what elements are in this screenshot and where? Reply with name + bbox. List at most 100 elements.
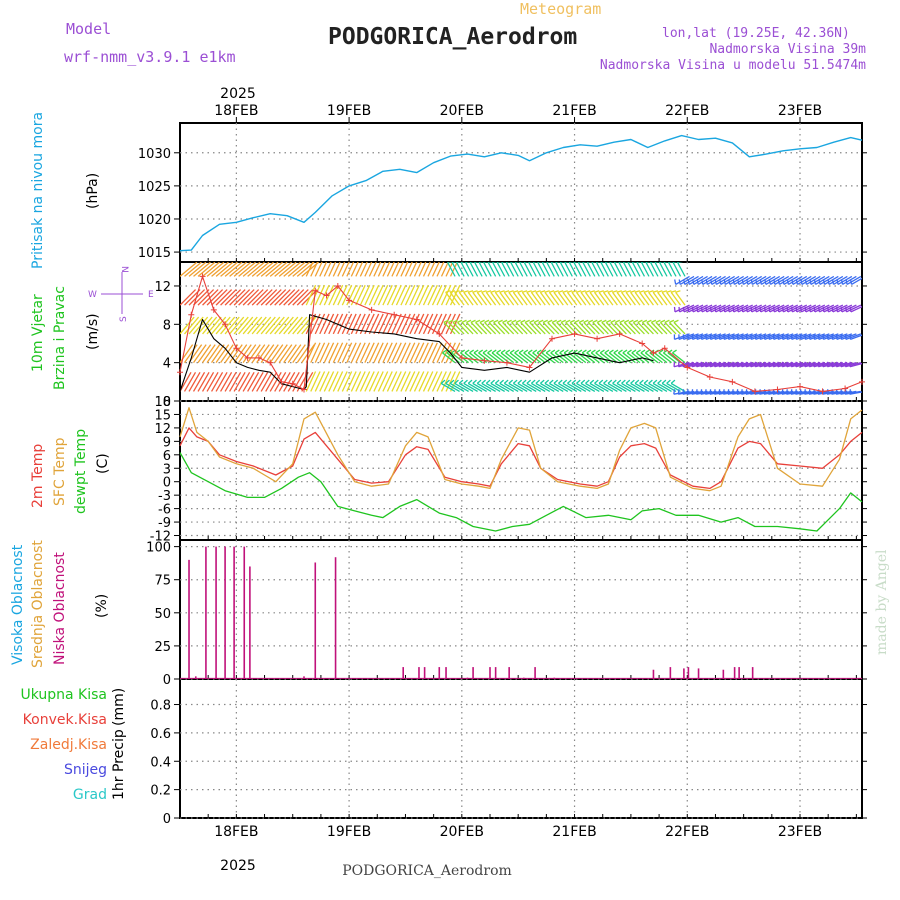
wind-barb	[591, 262, 600, 277]
wind-barb-flag	[542, 262, 548, 263]
wind-barb-flag	[714, 306, 717, 312]
wind-barb-flag	[604, 349, 610, 354]
wind-gust-marker	[481, 357, 488, 364]
wind-barb	[667, 352, 681, 364]
wind-barb	[676, 262, 686, 277]
wind-barb	[502, 321, 515, 335]
wind-barb	[328, 262, 337, 277]
wind-barb-flag	[515, 319, 521, 323]
wind-barb	[835, 390, 852, 395]
wind-barb	[310, 342, 321, 363]
wind-barb-flag	[759, 279, 762, 285]
y-tick-label: 0	[163, 476, 171, 491]
wind-barb-flag	[709, 306, 712, 312]
wind-barb-flag	[616, 290, 622, 293]
wind-barb	[409, 371, 420, 392]
wind-barb	[314, 284, 326, 306]
wind-barb	[242, 289, 260, 306]
wind-barb	[463, 382, 478, 392]
wind-barb	[661, 291, 673, 306]
wind-barb	[260, 262, 279, 277]
wind-barb	[616, 291, 627, 306]
wind-gust-marker	[323, 292, 330, 299]
wind-barb	[382, 262, 391, 277]
wind-barb	[314, 342, 326, 363]
wind-barb	[627, 262, 636, 277]
wind-barb	[532, 262, 542, 277]
wind-barb-flag	[619, 319, 625, 323]
wind-barb	[483, 262, 492, 277]
wind-barb-flag	[621, 379, 626, 384]
precip-legend-item: Konvek.Kisa	[23, 712, 107, 728]
wind-barb	[522, 382, 537, 392]
wind-barb-flag	[633, 319, 639, 323]
wind-barb	[710, 304, 726, 313]
wind-barb	[618, 262, 627, 277]
wind-barb	[323, 342, 335, 363]
wind-barb-flag	[673, 319, 679, 323]
wind-barb	[550, 262, 560, 277]
wind-barb-flag	[554, 349, 560, 354]
wind-barb-flag	[625, 290, 631, 293]
wind-barb	[614, 321, 627, 335]
wind-barb-flag	[844, 389, 847, 395]
wind-barb-flag	[449, 290, 456, 293]
wind-barb	[761, 275, 776, 285]
wind-barb	[625, 382, 641, 392]
wind-barb	[497, 321, 510, 335]
wind-barb	[193, 289, 210, 306]
wind-barb-flag	[585, 379, 590, 384]
wind-barb	[613, 352, 627, 364]
station-title: PODGORICA_Aerodrom	[328, 24, 577, 50]
wind-barb	[593, 291, 605, 306]
wind-barb	[183, 372, 197, 392]
wind-barb	[672, 352, 686, 364]
wind-barb	[260, 289, 278, 306]
wind-barb-flag	[576, 290, 582, 293]
wind-barb	[469, 352, 483, 364]
wind-barb	[215, 316, 231, 335]
wind-barb	[613, 262, 623, 277]
wind-barb	[586, 352, 600, 364]
wind-barb-flag	[524, 262, 530, 263]
wind-barb	[788, 275, 803, 285]
wind-barb	[850, 305, 862, 313]
wind-barb-flag	[670, 379, 676, 384]
wind-gust-marker	[278, 378, 285, 385]
wind-barb-flag	[463, 379, 468, 384]
wind-barb	[815, 275, 830, 285]
wind-barb	[714, 362, 731, 368]
wind-barb	[491, 352, 506, 364]
wind-barb	[368, 371, 380, 392]
wind-barb	[359, 262, 368, 277]
wind-barb	[692, 333, 708, 340]
wind-barb	[256, 372, 269, 392]
wind-barb	[732, 362, 749, 368]
wind-barb	[469, 262, 479, 277]
wind-barb	[675, 291, 686, 306]
wind-barb	[499, 382, 514, 392]
wind-barb	[541, 352, 555, 364]
wind-barb-flag	[586, 349, 592, 354]
wind-barb	[400, 284, 411, 306]
wind-barb	[709, 362, 726, 368]
wind-barb-flag	[551, 319, 557, 323]
wind-barb	[224, 289, 242, 306]
wind-barb	[269, 262, 288, 277]
wind-barb	[679, 304, 695, 313]
compass-w: W	[88, 290, 97, 300]
wind-barb	[355, 262, 364, 277]
wind-barb-flag	[818, 279, 821, 285]
wind-barb	[814, 304, 830, 313]
wind-barb	[436, 313, 447, 335]
wind-barb-flag	[732, 279, 735, 285]
wind-barb	[697, 275, 713, 285]
wind-barb	[819, 275, 835, 285]
wind-barb-flag	[609, 262, 615, 263]
wind-barb	[475, 321, 488, 335]
wind-gust-marker	[233, 345, 240, 352]
wind-barb	[247, 262, 265, 277]
wind-gust-marker	[684, 364, 691, 371]
wind-barb-flag	[768, 279, 771, 285]
wind-barb-flag	[485, 379, 491, 384]
